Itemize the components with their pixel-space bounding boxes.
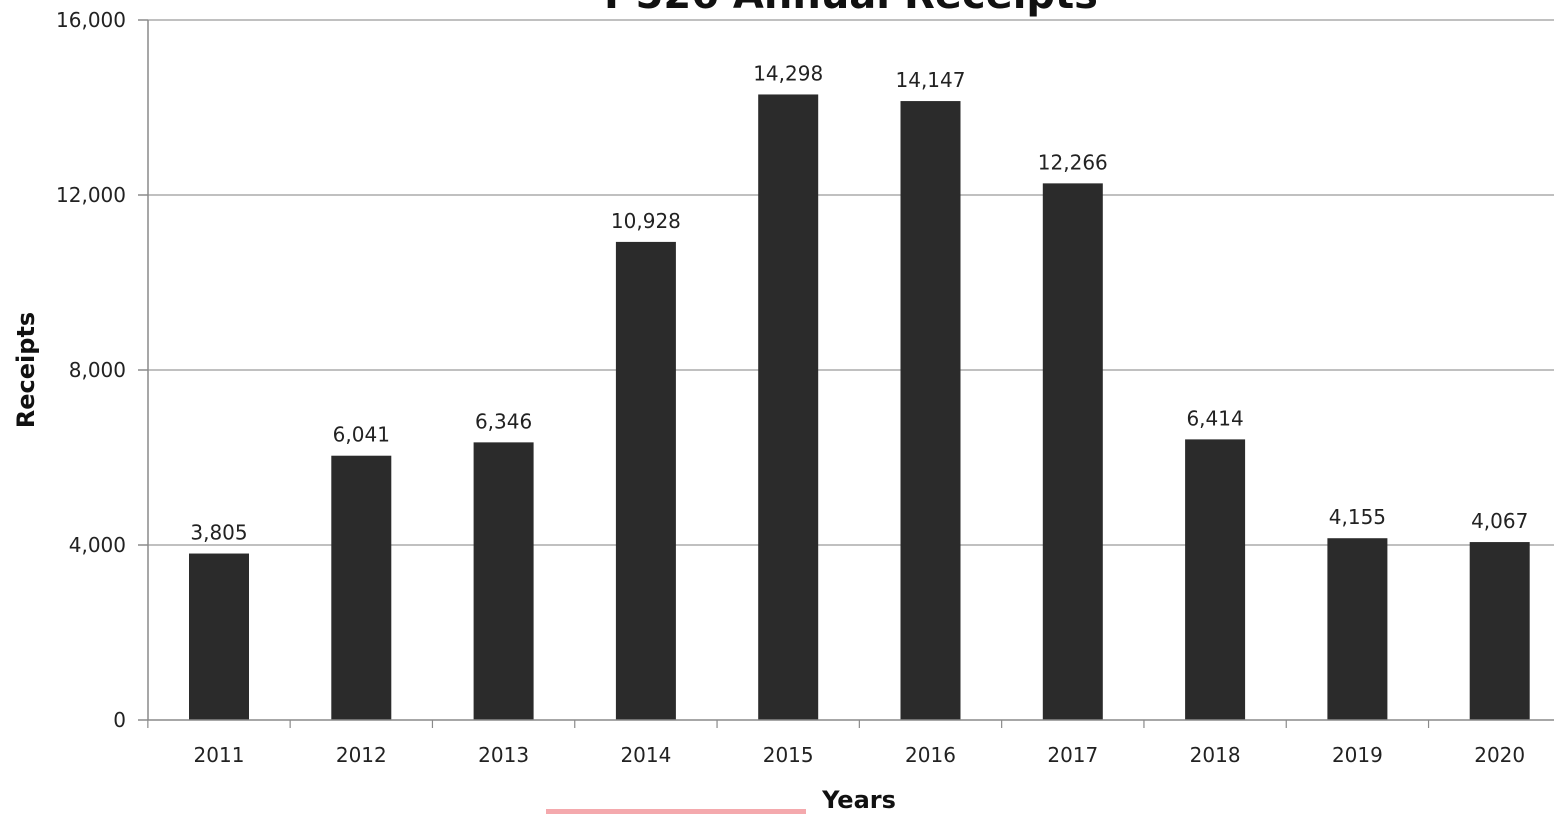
bar-2019	[1327, 538, 1388, 720]
bar-2014	[615, 241, 676, 720]
x-tick-label: 2020	[1474, 743, 1525, 767]
data-label-2012: 6,041	[333, 423, 390, 447]
gridlines	[148, 19, 1554, 546]
data-label-2013: 6,346	[475, 409, 532, 433]
data-label-2020: 4,067	[1471, 509, 1528, 533]
chart-title: I-526 Annual Receipts	[604, 0, 1098, 18]
data-label-2015: 14,298	[753, 61, 823, 85]
y-tick-label: 4,000	[69, 533, 126, 557]
y-tick-label: 12,000	[56, 183, 126, 207]
highlight-strip	[546, 809, 806, 814]
x-tick-label: 2015	[763, 743, 814, 767]
x-tick-label: 2018	[1190, 743, 1241, 767]
y-tick-label: 8,000	[69, 358, 126, 382]
bar-2015	[758, 94, 819, 720]
data-label-2016: 14,147	[896, 68, 966, 92]
x-tick-label: 2017	[1047, 743, 1098, 767]
bar-2011	[189, 553, 249, 720]
bar-2012	[331, 455, 392, 720]
y-tick-label: 0	[113, 708, 126, 732]
bar-2018	[1185, 439, 1246, 720]
x-axis-title: Years	[821, 786, 896, 814]
bars	[189, 94, 1530, 721]
x-axis-ticks: 2011 2012 2013 2014 2015 2016 2017 2018 2019 2020	[147, 720, 1525, 767]
data-label-2018: 6,414	[1186, 406, 1243, 430]
bar-2013	[473, 442, 534, 720]
x-tick-label: 2019	[1332, 743, 1383, 767]
x-tick-label: 2012	[336, 743, 387, 767]
y-axis-title: Receipts	[12, 312, 40, 428]
data-label-2014: 10,928	[611, 209, 681, 233]
data-label-2019: 4,155	[1329, 505, 1386, 529]
y-tick-label: 16,000	[56, 8, 126, 32]
data-label-2017: 12,266	[1038, 150, 1108, 174]
x-tick-label: 2013	[478, 743, 529, 767]
data-label-2011: 3,805	[190, 521, 247, 545]
x-tick-label: 2014	[620, 743, 671, 767]
y-axis-ticks: 0 4,000 8,000 12,000 16,000	[56, 8, 148, 732]
x-tick-label: 2011	[194, 743, 245, 767]
bar-2017	[1042, 183, 1103, 721]
x-tick-label: 2016	[905, 743, 956, 767]
data-labels: 3,805 6,041 6,346 10,928 14,298 14,147 12,266 6…	[190, 61, 1528, 544]
bar-2016	[900, 101, 961, 721]
bar-2020	[1469, 542, 1530, 720]
